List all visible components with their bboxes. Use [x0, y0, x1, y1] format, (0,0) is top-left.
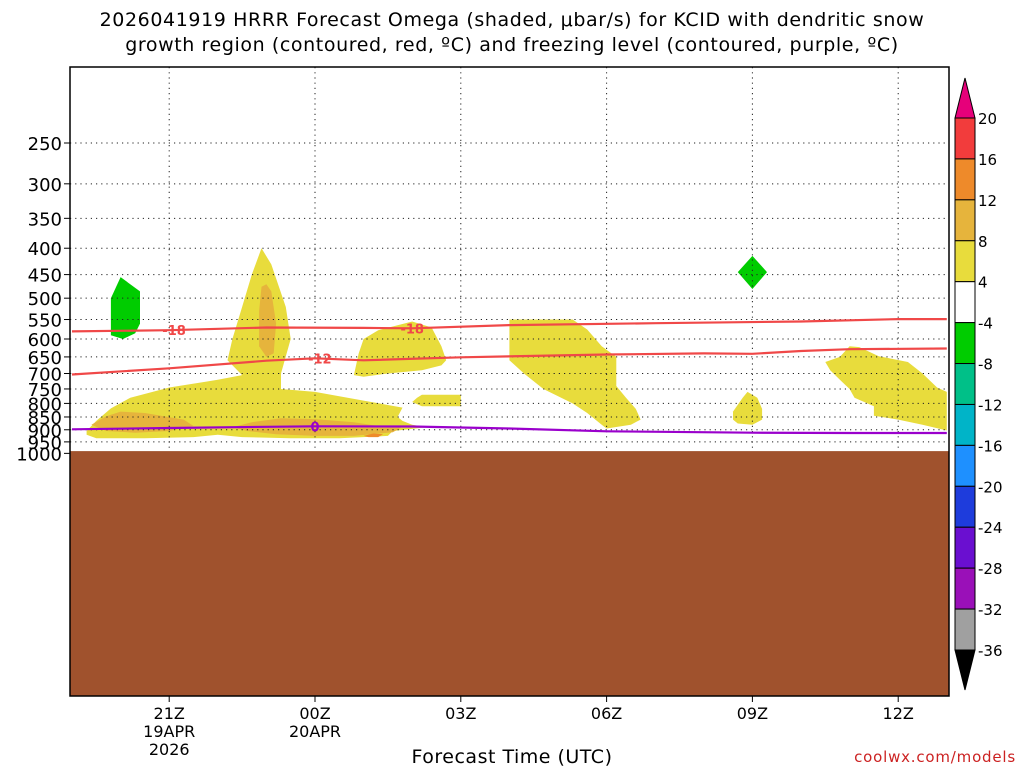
- colorbar-label-6: -8: [978, 356, 993, 374]
- omega-shade-11: [110, 277, 140, 339]
- contour-label--18: -18: [162, 324, 186, 339]
- colorbar-band-4: [954, 281, 976, 324]
- y-tick-label-400: 400: [28, 239, 62, 260]
- y-tick-label-700: 700: [28, 365, 62, 386]
- colorbar-band-1: [954, 158, 976, 201]
- x-tick-label-00Z: 00Z: [299, 704, 330, 723]
- colorbar-band-2: [954, 199, 976, 242]
- y-tick-label-1000: 1000: [16, 444, 62, 465]
- y-tick-label-850: 850: [28, 408, 62, 429]
- y-tick-label-900: 900: [28, 421, 62, 442]
- x-tick-year-21Z: 2026: [149, 740, 190, 759]
- omega-shade-10: [825, 346, 947, 431]
- y-tick-label-650: 650: [28, 348, 62, 369]
- omega-shade-6: [412, 394, 461, 407]
- colorbar-band-5: [954, 322, 976, 365]
- plot-frame: [69, 66, 950, 697]
- colorbar-label-7: -12: [978, 396, 1003, 414]
- y-tick-label-300: 300: [28, 175, 62, 196]
- y-tick-label-550: 550: [28, 311, 62, 332]
- colorbar-band-3: [954, 240, 976, 283]
- contour-label--12: -12: [308, 352, 332, 367]
- contour--18: [71, 318, 947, 333]
- chart-title-line1: 2026041919 HRRR Forecast Omega (shaded, …: [99, 9, 925, 31]
- omega-shade-8: [737, 255, 767, 289]
- colorbar-band-0: [954, 117, 976, 160]
- colorbar-band-11: [954, 567, 976, 610]
- y-tick-label-250: 250: [28, 134, 62, 155]
- x-tick-label-12Z: 12Z: [883, 704, 914, 723]
- omega-shade-0: [86, 248, 427, 439]
- colorbar-label-4: 4: [978, 274, 988, 292]
- colorbar-label-1: 16: [978, 151, 997, 169]
- colorbar-label-2: 12: [978, 192, 997, 210]
- y-tick-label-600: 600: [28, 330, 62, 351]
- contour-label-0: 0: [310, 420, 319, 435]
- colorbar-label-0: 20: [978, 110, 997, 128]
- contour-0: [71, 425, 947, 435]
- credit-text: coolwx.com/models: [854, 748, 1016, 766]
- colorbar-band-12: [954, 608, 976, 651]
- y-tick-label-500: 500: [28, 289, 62, 310]
- contour-label--18: -18: [400, 322, 424, 337]
- colorbar-band-9: [954, 485, 976, 528]
- colorbar-label-8: -16: [978, 437, 1003, 455]
- colorbar-bottom-arrow: [954, 649, 976, 691]
- y-tick-label-450: 450: [28, 266, 62, 287]
- surface-band: [70, 451, 949, 696]
- contour--12: [71, 347, 947, 376]
- colorbar-label-9: -20: [978, 478, 1003, 496]
- x-tick-label-21Z: 21Z: [154, 704, 185, 723]
- y-tick-label-350: 350: [28, 209, 62, 230]
- x-tick-label-09Z: 09Z: [737, 704, 768, 723]
- omega-shade-5: [353, 321, 447, 377]
- omega-shade-9: [733, 391, 763, 425]
- x-tick-date-21Z: 19APR: [143, 722, 195, 741]
- colorbar-band-6: [954, 363, 976, 405]
- colorbar-band-8: [954, 444, 976, 487]
- colorbar-label-12: -32: [978, 601, 1003, 619]
- y-tick-label-950: 950: [28, 433, 62, 454]
- colorbar-band-10: [954, 526, 976, 569]
- x-tick-date-00Z: 20APR: [289, 722, 341, 741]
- y-tick-label-800: 800: [28, 394, 62, 415]
- colorbar-top-arrow: [954, 77, 976, 119]
- y-tick-label-750: 750: [28, 380, 62, 401]
- x-axis-label: Forecast Time (UTC): [411, 746, 613, 768]
- x-tick-label-06Z: 06Z: [591, 704, 622, 723]
- colorbar-band-7: [954, 403, 976, 446]
- colorbar-label-13: -36: [978, 642, 1003, 660]
- chart-title-line2: growth region (contoured, red, ºC) and f…: [125, 34, 899, 56]
- colorbar-label-5: -4: [978, 315, 993, 333]
- colorbar-label-11: -28: [978, 560, 1003, 578]
- colorbar-label-3: 8: [978, 233, 988, 251]
- colorbar-label-10: -24: [978, 519, 1003, 537]
- x-tick-label-03Z: 03Z: [445, 704, 476, 723]
- omega-shade-4: [363, 433, 383, 438]
